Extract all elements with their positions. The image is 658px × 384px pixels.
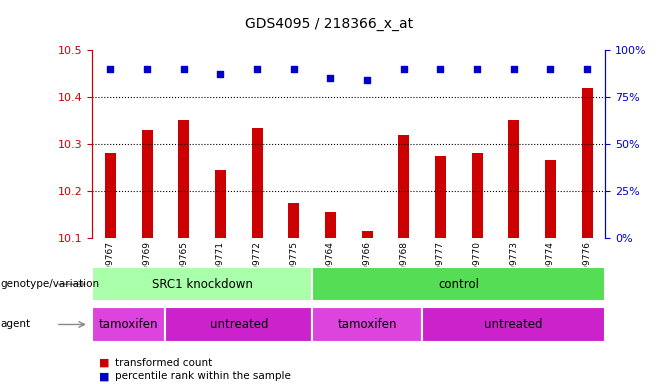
Bar bbox=[288, 203, 299, 238]
Bar bbox=[472, 153, 482, 238]
Point bbox=[288, 66, 299, 72]
Point bbox=[142, 66, 153, 72]
Text: genotype/variation: genotype/variation bbox=[1, 279, 100, 289]
Point bbox=[325, 75, 336, 81]
Bar bbox=[312, 307, 422, 342]
Text: control: control bbox=[438, 278, 479, 291]
Bar bbox=[545, 161, 556, 238]
Point bbox=[105, 66, 116, 72]
Text: SRC1 knockdown: SRC1 knockdown bbox=[151, 278, 253, 291]
Text: tamoxifen: tamoxifen bbox=[338, 318, 397, 331]
Point bbox=[362, 77, 372, 83]
Bar bbox=[325, 212, 336, 238]
Point bbox=[178, 66, 189, 72]
Text: GDS4095 / 218366_x_at: GDS4095 / 218366_x_at bbox=[245, 17, 413, 31]
Bar bbox=[215, 170, 226, 238]
Bar bbox=[435, 156, 446, 238]
Point bbox=[582, 66, 592, 72]
Text: percentile rank within the sample: percentile rank within the sample bbox=[115, 371, 291, 381]
Point bbox=[435, 66, 445, 72]
Text: tamoxifen: tamoxifen bbox=[99, 318, 159, 331]
Bar bbox=[165, 307, 312, 342]
Bar bbox=[105, 153, 116, 238]
Point bbox=[472, 66, 482, 72]
Text: ■: ■ bbox=[99, 358, 109, 368]
Bar bbox=[178, 121, 190, 238]
Bar bbox=[92, 307, 165, 342]
Text: transformed count: transformed count bbox=[115, 358, 213, 368]
Bar bbox=[92, 267, 312, 301]
Bar bbox=[141, 130, 153, 238]
Text: ■: ■ bbox=[99, 371, 109, 381]
Point bbox=[545, 66, 555, 72]
Bar bbox=[251, 127, 263, 238]
Point bbox=[399, 66, 409, 72]
Bar bbox=[362, 231, 372, 238]
Point bbox=[252, 66, 263, 72]
Bar bbox=[508, 121, 519, 238]
Point bbox=[509, 66, 519, 72]
Bar bbox=[312, 267, 605, 301]
Bar bbox=[398, 134, 409, 238]
Bar bbox=[422, 307, 605, 342]
Bar bbox=[582, 88, 592, 238]
Text: untreated: untreated bbox=[484, 318, 543, 331]
Text: agent: agent bbox=[1, 319, 31, 329]
Text: untreated: untreated bbox=[209, 318, 268, 331]
Point bbox=[215, 71, 226, 78]
